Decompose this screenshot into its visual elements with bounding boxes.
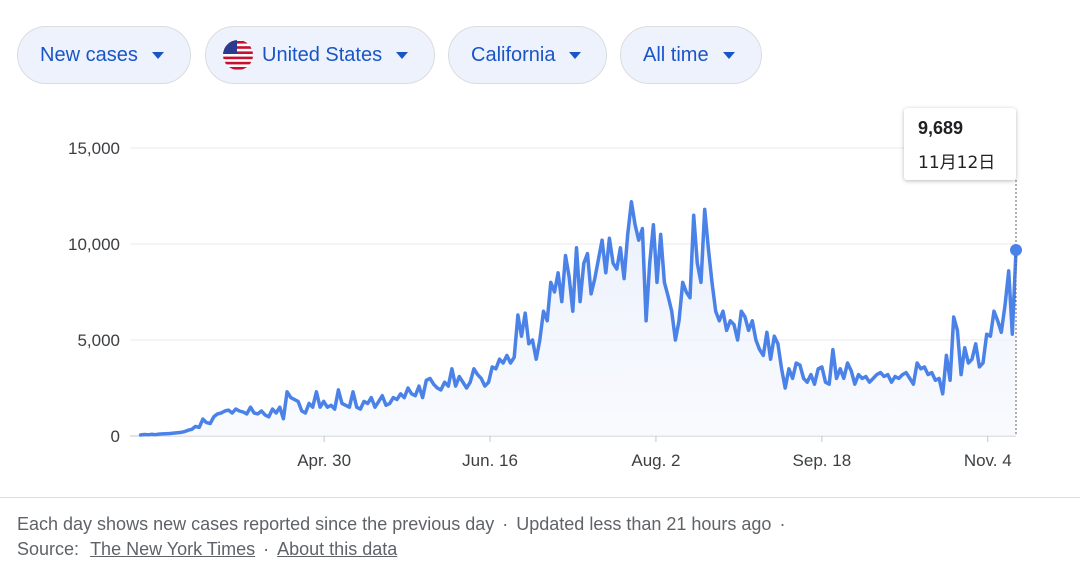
y-axis: 0 5,000 10,000 15,000 bbox=[68, 139, 120, 446]
y-tick-label: 15,000 bbox=[68, 139, 120, 158]
footer: Each day shows new cases reported since … bbox=[17, 514, 786, 559]
y-tick-label: 0 bbox=[111, 427, 120, 446]
footer-source-label: Source: bbox=[17, 539, 80, 559]
metric-dropdown-label: New cases bbox=[40, 43, 138, 66]
caret-down-icon bbox=[151, 51, 164, 59]
x-axis: Apr. 30 Jun. 16 Aug. 2 Sep. 18 Nov. 4 bbox=[297, 436, 1012, 470]
caret-down-icon bbox=[722, 51, 735, 59]
x-tick-label: Aug. 2 bbox=[631, 451, 680, 470]
new-cases-chart[interactable]: 0 5,000 10,000 15,000 Apr. 30 Jun. 16 Aug. 2 S… bbox=[0, 100, 1080, 480]
source-link[interactable]: The New York Times bbox=[90, 539, 256, 559]
hover-tooltip: 9,689 11月12日 bbox=[904, 108, 1016, 180]
x-tick-label: Nov. 4 bbox=[964, 451, 1012, 470]
x-tick-label: Apr. 30 bbox=[297, 451, 351, 470]
about-data-link[interactable]: About this data bbox=[277, 539, 398, 559]
series-area bbox=[140, 201, 1017, 436]
hover-point[interactable] bbox=[1010, 243, 1022, 256]
tooltip-value: 9,689 bbox=[918, 118, 964, 138]
x-tick-label: Sep. 18 bbox=[793, 451, 852, 470]
region-dropdown-label: California bbox=[471, 43, 556, 66]
caret-down-icon bbox=[396, 51, 409, 59]
y-tick-label: 5,000 bbox=[77, 331, 120, 350]
country-dropdown[interactable]: United States bbox=[205, 26, 435, 84]
y-tick-label: 10,000 bbox=[68, 235, 120, 254]
footer-divider bbox=[0, 497, 1080, 498]
footer-note: Each day shows new cases reported since … bbox=[17, 514, 495, 534]
us-flag-icon bbox=[223, 40, 253, 70]
series-line bbox=[138, 200, 1018, 437]
tooltip-date: 11月12日 bbox=[918, 153, 996, 173]
time-range-dropdown-label: All time bbox=[643, 43, 709, 66]
metric-dropdown[interactable]: New cases bbox=[17, 26, 191, 84]
country-dropdown-label: United States bbox=[262, 43, 383, 66]
time-range-dropdown[interactable]: All time bbox=[620, 26, 762, 84]
footer-updated: Updated less than 21 hours ago bbox=[516, 514, 772, 534]
x-tick-label: Jun. 16 bbox=[462, 451, 518, 470]
region-dropdown[interactable]: California bbox=[448, 26, 607, 84]
caret-down-icon bbox=[569, 51, 582, 59]
